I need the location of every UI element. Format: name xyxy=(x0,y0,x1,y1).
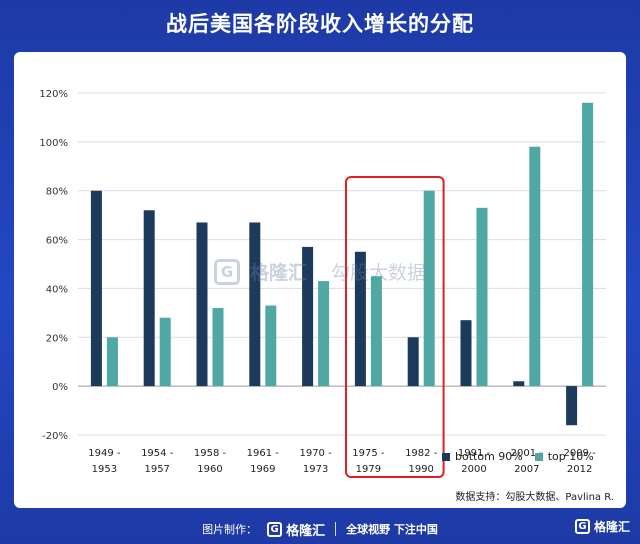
watermark: G 格隆汇 勾股大数据 xyxy=(214,258,426,285)
x-tick-label: 2007 xyxy=(514,464,539,475)
bars xyxy=(90,102,594,426)
chart-legend: bottom 90% top 10% xyxy=(442,450,594,463)
bar-bottom90 xyxy=(143,210,155,387)
bar-top10 xyxy=(159,317,171,387)
brand-logo-icon: G xyxy=(267,521,283,537)
y-tick-label: 80% xyxy=(46,187,68,198)
x-tick-label: 1969 xyxy=(250,464,275,475)
watermark-logo-icon: G xyxy=(214,258,240,285)
watermark-brand: 格隆汇 xyxy=(250,262,308,284)
bar-bottom90 xyxy=(196,222,208,387)
bar-top10 xyxy=(582,102,594,387)
y-tick-label: 120% xyxy=(39,89,68,100)
legend-item-bottom90: bottom 90% xyxy=(442,450,523,463)
y-tick-label: 20% xyxy=(46,333,68,344)
legend-label: bottom 90% xyxy=(455,450,523,463)
data-source: 数据支持：勾股大数据、Pavlina R. xyxy=(455,492,614,503)
x-axis-ticks: 1949 - 1953 1954 - 1957 1958 - 1960 1961 - 1969… xyxy=(88,448,596,475)
chart-card: -20% 0% 20% 40% 60% 80% 100% 120% 1949 - 1953 195… xyxy=(14,52,626,508)
legend-swatch xyxy=(534,452,543,461)
footer-logo: G 格隆汇 xyxy=(267,520,325,539)
y-tick-label: 100% xyxy=(39,138,68,149)
bar-top10 xyxy=(318,281,330,387)
bar-bottom90 xyxy=(407,337,419,387)
footer-divider xyxy=(335,522,337,536)
bar-top10 xyxy=(476,207,488,387)
bar-bottom90 xyxy=(249,222,261,387)
x-tick-label: 1954 - xyxy=(141,448,174,459)
footer-slogan: 全球视野 下注中国 xyxy=(346,523,438,536)
y-axis-ticks: -20% 0% 20% 40% 60% 80% 100% 120% xyxy=(39,89,68,442)
bar-bottom90 xyxy=(90,190,102,387)
x-tick-label: 1975 - xyxy=(352,448,385,459)
x-tick-label: 1990 xyxy=(408,464,433,475)
corner-brand: 格隆汇 xyxy=(593,520,630,534)
footer-label: 图片制作： xyxy=(202,523,258,536)
y-tick-label: 60% xyxy=(46,236,68,247)
footer: 图片制作： G 格隆汇 全球视野 下注中国 xyxy=(0,514,640,544)
x-tick-label: 1949 - xyxy=(88,448,121,459)
brand-logo-icon: G xyxy=(574,519,590,534)
bar-chart: -20% 0% 20% 40% 60% 80% 100% 120% 1949 - 1953 195… xyxy=(39,89,606,478)
legend-item-top10: top 10% xyxy=(534,450,594,463)
x-tick-label: 1991 - xyxy=(458,448,491,459)
bar-top10 xyxy=(265,305,277,387)
highlight-box xyxy=(345,176,445,478)
bar-top10 xyxy=(212,307,224,387)
x-tick-label: 1961 - xyxy=(247,448,280,459)
watermark-partner: 勾股大数据 xyxy=(331,262,427,284)
page-title: 战后美国各阶段收入增长的分配 xyxy=(166,12,474,36)
bar-bottom90 xyxy=(566,386,578,426)
x-tick-label: 1982 - xyxy=(405,448,438,459)
legend-label: top 10% xyxy=(547,450,594,463)
bar-top10 xyxy=(370,276,382,387)
bar-top10 xyxy=(106,337,118,387)
y-tick-label: 0% xyxy=(52,382,68,393)
bar-top10 xyxy=(529,146,541,387)
x-tick-label: 2012 xyxy=(567,464,592,475)
x-tick-label: 1958 - xyxy=(194,448,227,459)
x-tick-label: 1979 xyxy=(356,464,381,475)
x-tick-label: 1957 xyxy=(144,464,169,475)
bar-bottom90 xyxy=(302,246,314,387)
x-tick-label: 2009 - xyxy=(563,448,596,459)
y-tick-label: -20% xyxy=(42,431,68,442)
y-tick-label: 40% xyxy=(46,284,68,295)
bar-top10 xyxy=(423,190,435,387)
bar-bottom90 xyxy=(354,251,366,387)
x-tick-label: 1973 xyxy=(303,464,328,475)
x-tick-label: 2001 - xyxy=(511,448,544,459)
bar-bottom90 xyxy=(513,381,525,387)
highlight-box-layer xyxy=(345,176,445,478)
corner-logo: G 格隆汇 xyxy=(574,518,630,535)
x-tick-label: 1960 xyxy=(197,464,222,475)
x-tick-label: 1970 - xyxy=(299,448,332,459)
footer-brand: 格隆汇 xyxy=(286,523,326,539)
legend-swatch xyxy=(442,452,450,461)
x-tick-label: 1953 xyxy=(92,464,117,475)
bar-bottom90 xyxy=(460,320,472,387)
x-tick-label: 2000 xyxy=(461,464,486,475)
